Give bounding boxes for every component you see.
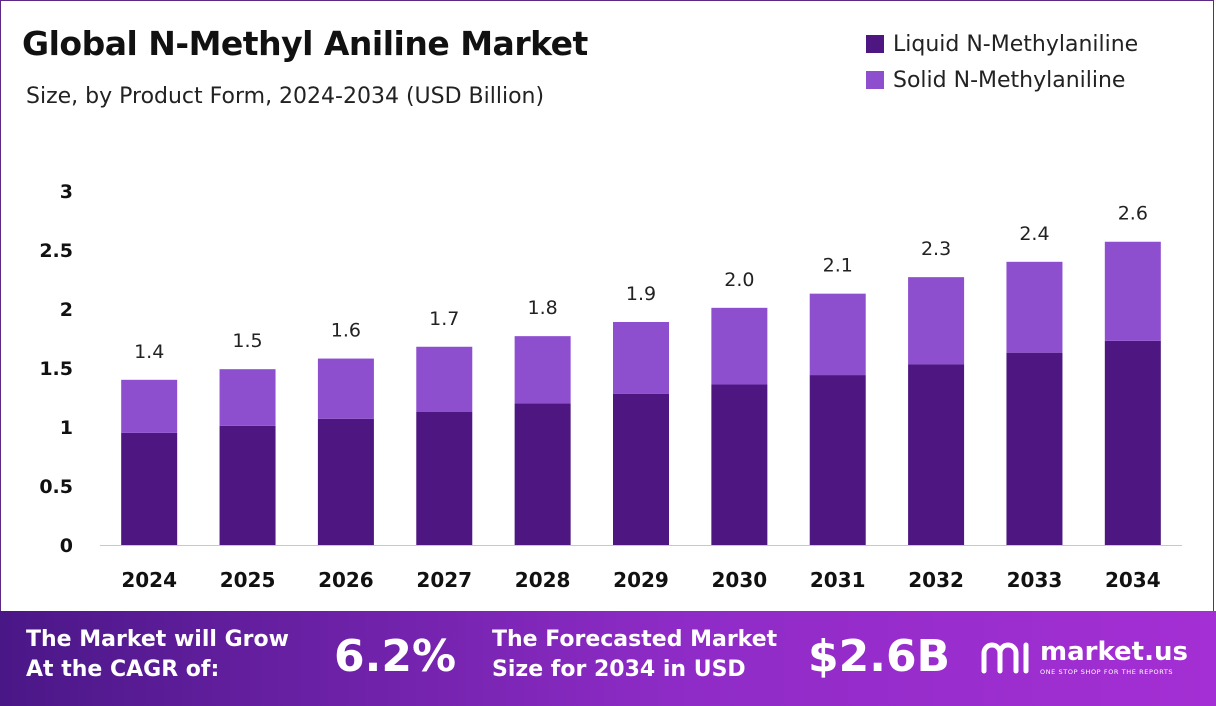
bar-total-label: 2.4 (1019, 223, 1049, 245)
bar-liquid (317, 418, 374, 545)
bar-solid (219, 369, 276, 426)
bar-total-label: 2.1 (823, 255, 853, 277)
brand-tagline: ONE STOP SHOP FOR THE REPORTS (1040, 668, 1174, 676)
bar-solid (121, 379, 178, 433)
cagr-label: The Market will Grow At the CAGR of: (26, 625, 289, 685)
bar-solid (317, 358, 374, 419)
x-tick-label: 2025 (220, 568, 276, 592)
bar-total-label: 2.6 (1118, 203, 1148, 225)
x-tick-label: 2024 (121, 568, 177, 592)
forecast-label: The Forecasted Market Size for 2034 in U… (492, 625, 777, 685)
bar-solid (416, 346, 473, 412)
x-tick-label: 2026 (318, 568, 374, 592)
bar-solid (613, 321, 669, 394)
bar-solid (809, 293, 866, 376)
x-tick-label: 2032 (908, 568, 964, 592)
legend: Liquid N-Methylaniline Solid N-Methylani… (866, 26, 1138, 98)
forecast-label-line1: The Forecasted Market (492, 627, 778, 652)
x-tick-label: 2029 (613, 568, 669, 592)
y-tick-label: 1.5 (39, 358, 73, 380)
chart-title: Global N-Methyl Aniline Market (22, 24, 588, 63)
bar-liquid (514, 403, 571, 545)
legend-item-solid: Solid N-Methylaniline (866, 62, 1138, 98)
bar-solid (514, 336, 571, 404)
brand-name: market.us (1040, 637, 1188, 667)
bar-liquid (1006, 352, 1063, 545)
cagr-label-line1: The Market will Grow (26, 627, 289, 652)
bar-liquid (1104, 340, 1161, 545)
x-tick-label: 2030 (712, 568, 768, 592)
y-tick-label: 3 (60, 181, 73, 203)
bar-liquid (711, 384, 768, 545)
y-tick-label: 1 (60, 417, 73, 439)
legend-swatch-solid (866, 71, 884, 89)
bar-solid (908, 277, 965, 365)
cagr-label-line2: At the CAGR of: (26, 657, 220, 682)
bar-solid (1104, 241, 1161, 341)
forecast-value: $2.6B (808, 631, 951, 682)
bar-total-label: 1.5 (232, 330, 262, 352)
bar-total-label: 1.4 (134, 341, 164, 363)
footer-banner: The Market will Grow At the CAGR of: 6.2… (0, 611, 1216, 706)
legend-label-solid: Solid N-Methylaniline (893, 67, 1126, 93)
bar-total-label: 2.3 (921, 238, 951, 260)
brand-logo: market.us ONE STOP SHOP FOR THE REPORTS (980, 637, 1188, 677)
x-tick-label: 2027 (416, 568, 472, 592)
forecast-label-line2: Size for 2034 in USD (492, 657, 746, 682)
x-tick-label: 2028 (515, 568, 571, 592)
legend-swatch-liquid (866, 35, 884, 53)
y-tick-label: 2.5 (39, 240, 73, 262)
bar-total-label: 1.9 (626, 283, 656, 305)
y-tick-label: 0 (60, 535, 73, 557)
chart-subtitle: Size, by Product Form, 2024-2034 (USD Bi… (26, 84, 545, 109)
y-tick-label: 0.5 (39, 476, 73, 498)
market-us-logo-icon (981, 642, 1029, 674)
bar-liquid (613, 393, 669, 545)
x-tick-label: 2034 (1105, 568, 1161, 592)
legend-item-liquid: Liquid N-Methylaniline (866, 26, 1138, 62)
bar-liquid (908, 364, 965, 545)
legend-label-liquid: Liquid N-Methylaniline (893, 31, 1139, 57)
x-tick-label: 2033 (1007, 568, 1063, 592)
bar-total-label: 2.0 (724, 269, 754, 291)
x-tick-label: 2031 (810, 568, 866, 592)
bar-solid (711, 307, 768, 385)
bar-solid (1006, 261, 1063, 353)
bar-total-label: 1.7 (429, 308, 459, 330)
bar-total-label: 1.6 (331, 320, 361, 342)
cagr-value: 6.2% (334, 631, 457, 682)
bar-total-label: 1.8 (528, 297, 558, 319)
bar-liquid (219, 425, 276, 545)
bar-liquid (416, 411, 473, 545)
bar-liquid (121, 432, 178, 545)
y-tick-label: 2 (60, 299, 73, 321)
bar-chart: 0 0.5 1 1.5 2 2.5 3 1.4 2024 1.5 2025 1.6 2026 1.7 202… (39, 181, 1182, 592)
bar-liquid (809, 375, 866, 545)
